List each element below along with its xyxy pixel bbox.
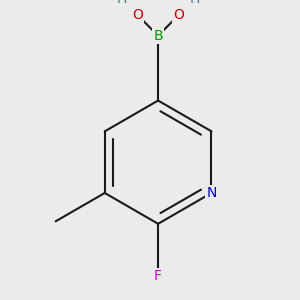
Text: B: B bbox=[153, 29, 163, 43]
Text: O: O bbox=[173, 8, 184, 22]
Text: N: N bbox=[206, 186, 217, 200]
Text: O: O bbox=[133, 8, 143, 22]
Text: H: H bbox=[190, 0, 200, 6]
Text: F: F bbox=[154, 269, 162, 283]
Text: H: H bbox=[116, 0, 127, 6]
